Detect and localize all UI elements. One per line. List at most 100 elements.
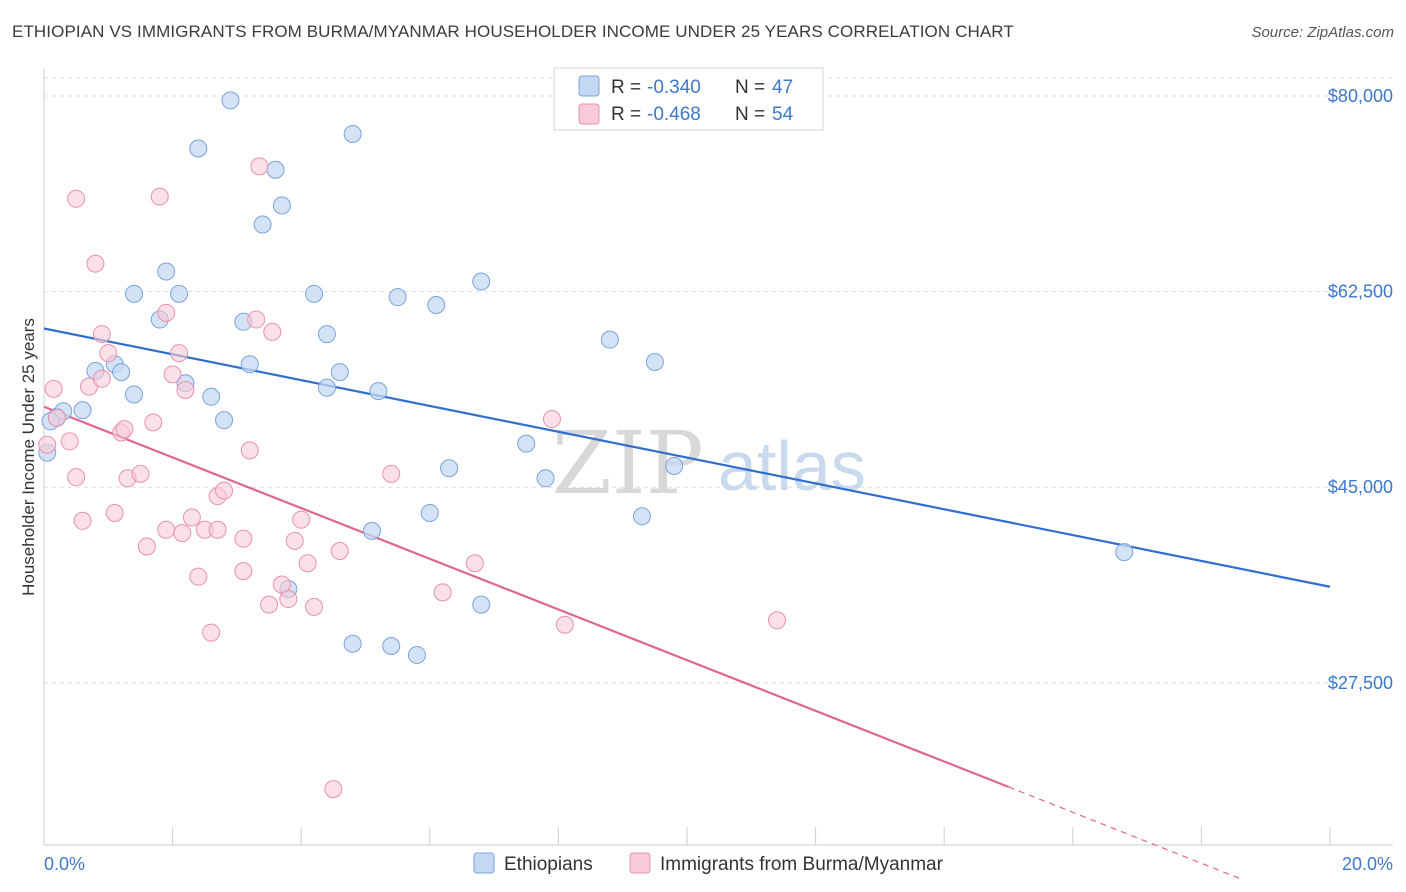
source-label: Source: ZipAtlas.com	[1251, 24, 1394, 41]
burma-point	[47, 408, 66, 427]
burma-point	[170, 344, 189, 363]
legend-burma-swatch	[629, 852, 651, 874]
burma-n-value: 54	[772, 104, 794, 125]
burma-r-label: R =	[611, 104, 646, 125]
ethiopians-point	[536, 469, 555, 488]
burma-point	[67, 189, 86, 208]
burma-point	[247, 310, 266, 329]
ethiopians-point	[645, 353, 664, 372]
ethiopians-point	[420, 503, 439, 522]
burma-point	[150, 187, 169, 206]
ethiopians-point	[362, 521, 381, 540]
y-tick-label: $62,500	[1328, 282, 1393, 302]
stats-legend: R = -0.340 N = 47 R = -0.468 N = 54	[553, 67, 824, 131]
burma-point	[105, 503, 124, 522]
ethiopians-point	[73, 401, 92, 420]
burma-point	[234, 562, 253, 581]
burma-point	[555, 615, 574, 634]
ethiopians-swatch	[578, 75, 600, 97]
burma-point	[234, 529, 253, 548]
ethiopians-point	[125, 284, 144, 303]
ethiopians-point	[170, 284, 189, 303]
burma-point	[208, 520, 227, 539]
burma-point	[279, 590, 298, 609]
ethiopians-point	[189, 139, 208, 158]
ethiopians-point	[632, 507, 651, 526]
burma-point	[189, 567, 208, 586]
gridlines	[44, 77, 1393, 684]
ethiopians-point	[215, 411, 234, 430]
burma-point	[298, 554, 317, 573]
y-axis-label: Householder Income Under 25 years	[19, 318, 38, 596]
burma-point	[263, 322, 282, 341]
ethiopians-point	[427, 296, 446, 315]
burma-point	[38, 435, 57, 454]
ethiopians-point	[343, 634, 362, 653]
ethiopians-point	[317, 325, 336, 344]
ethiopians-point	[202, 387, 221, 406]
burma-point	[240, 441, 259, 460]
ethiopians-point	[472, 595, 491, 614]
ethiopians-point	[272, 196, 291, 215]
legend-burma-label: Immigrants from Burma/Myanmar	[660, 854, 944, 875]
ethiopians-point	[1115, 543, 1134, 562]
ethiopians-point	[382, 636, 401, 655]
ethiopians-point	[266, 160, 285, 179]
burma-swatch	[578, 103, 600, 125]
ethiopians-point	[125, 385, 144, 404]
ethiopians-r-label: R =	[611, 77, 646, 98]
ethiopians-point	[240, 355, 259, 374]
ethiopians-point	[305, 284, 324, 303]
burma-point	[202, 623, 221, 642]
burma-point	[157, 520, 176, 539]
burma-point	[215, 481, 234, 500]
burma-point	[73, 511, 92, 530]
burma-point	[163, 365, 182, 384]
burma-point	[330, 541, 349, 560]
burma-point	[324, 780, 343, 799]
ethiopians-points	[38, 91, 1134, 664]
burma-point	[44, 379, 63, 398]
x-tick-label-min: 0.0%	[44, 854, 85, 874]
ethiopians-point	[665, 457, 684, 476]
burma-point	[99, 344, 118, 363]
burma-point	[542, 410, 561, 429]
legend-ethiopians-label: Ethiopians	[504, 854, 593, 875]
ethiopians-point	[600, 330, 619, 349]
ethiopians-point	[221, 91, 240, 110]
burma-point	[86, 254, 105, 273]
ethiopians-point	[517, 434, 536, 453]
ethiopians-point	[407, 645, 426, 664]
burma-point	[115, 420, 134, 439]
ethiopians-point	[157, 262, 176, 281]
burma-point	[67, 468, 86, 487]
y-tick-label: $80,000	[1328, 86, 1393, 106]
y-tick-label: $27,500	[1328, 673, 1393, 693]
burma-point	[250, 157, 269, 176]
burma-point	[292, 510, 311, 529]
ethiopians-r-value: -0.340	[647, 77, 701, 98]
burma-point	[176, 380, 195, 399]
burma-point	[285, 531, 304, 550]
burma-n-label: N =	[735, 104, 770, 125]
burma-r-value: -0.468	[647, 104, 701, 125]
burma-point	[173, 524, 192, 543]
burma-point	[465, 554, 484, 573]
series-legend: Ethiopians Immigrants from Burma/Myanmar	[473, 852, 944, 875]
y-tick-label: $45,000	[1328, 477, 1393, 497]
burma-point	[305, 597, 324, 616]
ethiopians-point	[440, 459, 459, 478]
ethiopians-point	[472, 272, 491, 291]
legend-ethiopians-swatch	[473, 852, 495, 874]
burma-point	[60, 432, 79, 451]
x-tick-label-max: 20.0%	[1342, 854, 1393, 874]
burma-point	[92, 369, 111, 388]
ethiopians-point	[388, 288, 407, 307]
burma-trend-extension	[1008, 786, 1241, 880]
ethiopians-point	[343, 124, 362, 143]
burma-point	[157, 303, 176, 322]
ethiopians-n-label: N =	[735, 77, 770, 98]
ethiopians-n-value: 47	[772, 77, 793, 98]
burma-point	[92, 325, 111, 344]
